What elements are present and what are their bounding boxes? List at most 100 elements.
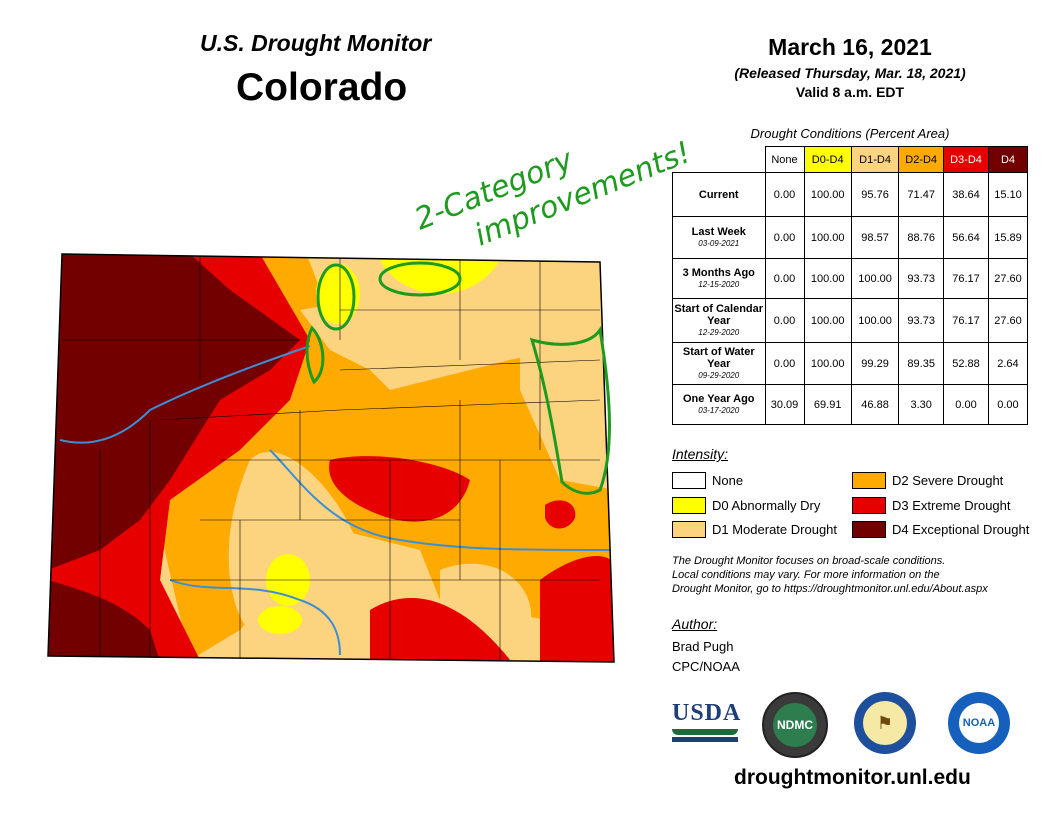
legend-item: D2 Severe Drought [852, 472, 1003, 489]
legend-label: D2 Severe Drought [892, 473, 1004, 488]
author-org: CPC/NOAA [672, 659, 740, 674]
table-row: Current 0.00 100.00 95.76 71.47 38.64 15.10 [672, 172, 1029, 217]
conditions-table: None D0-D4 D1-D4 D2-D4 D3-D4 D4 Current 0… [672, 146, 1029, 425]
author-name: Brad Pugh [672, 639, 734, 654]
row-label-text: Last Week [691, 225, 746, 238]
arkansas-river [269, 449, 611, 551]
col-d0-d4: D0-D4 [803, 146, 852, 173]
d3-south-patch [370, 598, 510, 660]
legend-swatch [852, 521, 886, 538]
table-cell: 30.09 [764, 384, 805, 425]
valid-time: Valid 8 a.m. EDT [795, 84, 905, 100]
table-cell: 89.35 [898, 342, 945, 385]
date-block: March 16, 2021 (Released Thursday, Mar. … [672, 34, 1028, 100]
table-cell: 2.64 [987, 342, 1029, 385]
d3-central-patch [329, 456, 470, 522]
author-block: Brad Pugh CPC/NOAA [672, 637, 740, 677]
table-cell: 100.00 [803, 342, 852, 385]
legend-label: D3 Extreme Drought [892, 498, 1011, 513]
row-label: Start of Calendar Year 12-29-2020 [672, 298, 766, 343]
map-date: March 16, 2021 [768, 34, 932, 60]
table-row: Start of Water Year 09-29-2020 0.00 100.00 9… [672, 342, 1029, 385]
table-cell: 76.17 [943, 258, 989, 299]
legend-item: D4 Exceptional Drought [852, 521, 1029, 538]
table-row: 3 Months Ago 12-15-2020 0.00 100.00 100.00 93… [672, 258, 1029, 299]
ndmc-logo: NDMC [762, 692, 828, 758]
table-cell: 56.64 [943, 216, 989, 259]
table-cell: 69.91 [803, 384, 852, 425]
monitor-title: U.S. Drought Monitor [200, 30, 432, 56]
d4-southwest-patch [48, 580, 160, 662]
table-cell: 0.00 [764, 172, 805, 217]
annotation-circle-northeast [378, 261, 462, 297]
table-cell: 100.00 [850, 298, 900, 343]
table-cell: 99.29 [850, 342, 900, 385]
table-cell: 93.73 [898, 298, 945, 343]
annotation-circle-north [316, 263, 356, 331]
table-cell: 100.00 [803, 298, 852, 343]
annotation-circle-east [529, 326, 611, 495]
info-note: The Drought Monitor focuses on broad-sca… [672, 554, 1042, 596]
row-label-text: One Year Ago [682, 392, 755, 405]
row-label: 3 Months Ago 12-15-2020 [672, 258, 766, 299]
legend-label: D0 Abnormally Dry [712, 498, 821, 513]
legend-label: D1 Moderate Drought [712, 522, 838, 537]
note-line-3: Drought Monitor, go to https://droughtmo… [672, 583, 988, 595]
legend-label: D4 Exceptional Drought [892, 522, 1030, 537]
table-cell: 100.00 [803, 172, 852, 217]
conditions-title: Drought Conditions (Percent Area) [750, 126, 950, 141]
table-cell: 0.00 [764, 298, 805, 343]
row-label-text: Current [698, 188, 739, 201]
d3-east-spot [545, 500, 576, 529]
table-cell: 46.88 [850, 384, 900, 425]
row-label-text: 3 Months Ago [682, 266, 755, 279]
col-d1-d4: D1-D4 [850, 146, 900, 173]
d0-northeast-patch [380, 260, 500, 294]
row-label-text: Start of Calendar Year [674, 302, 764, 327]
row-date: 12-15-2020 [698, 279, 740, 289]
legend-item: D1 Moderate Drought [672, 521, 837, 538]
table-row: Last Week 03-09-2021 0.00 100.00 98.57 88.76 5… [672, 216, 1029, 259]
table-row: One Year Ago 03-17-2020 30.09 69.91 46.88 3.3… [672, 384, 1029, 425]
row-date: 03-17-2020 [698, 405, 740, 415]
legend-title: Intensity: [672, 446, 729, 462]
d0-north-patch [316, 264, 360, 324]
table-cell: 15.89 [987, 216, 1029, 259]
table-header-row: None D0-D4 D1-D4 D2-D4 D3-D4 D4 [673, 146, 1029, 173]
d3-southeast-patch [540, 556, 614, 662]
state-border [47, 253, 615, 663]
row-date: 12-29-2020 [698, 327, 740, 337]
col-d4: D4 [987, 146, 1029, 173]
row-label: One Year Ago 03-17-2020 [672, 384, 766, 425]
release-date: (Released Thursday, Mar. 18, 2021) [734, 65, 966, 81]
table-cell: 95.76 [850, 172, 900, 217]
colorado-river [59, 345, 311, 444]
row-label-text: Start of Water Year [682, 345, 755, 370]
table-cell: 93.73 [898, 258, 945, 299]
commerce-seal-logo: ⚑ [854, 692, 916, 754]
table-cell: 38.64 [943, 172, 989, 217]
note-line-2: Local conditions may vary. For more info… [672, 569, 940, 581]
col-d2-d4: D2-D4 [898, 146, 945, 173]
row-date: 09-29-2020 [698, 370, 740, 380]
legend-swatch [852, 497, 886, 514]
legend-label: None [712, 473, 744, 488]
table-cell: 27.60 [987, 258, 1029, 299]
table-cell: 71.47 [898, 172, 945, 217]
table-cell: 0.00 [764, 258, 805, 299]
legend-item: D0 Abnormally Dry [672, 497, 820, 514]
table-cell: 0.00 [764, 342, 805, 385]
col-none: None [764, 146, 805, 173]
table-cell: 27.60 [987, 298, 1029, 343]
website-url: droughtmonitor.unl.edu [734, 766, 971, 789]
legend-swatch [672, 472, 706, 489]
row-label: Current [672, 172, 766, 217]
usda-logo: USDA [672, 700, 740, 748]
table-cell: 0.00 [987, 384, 1029, 425]
table-cell: 15.10 [987, 172, 1029, 217]
note-line-1: The Drought Monitor focuses on broad-sca… [672, 555, 946, 567]
col-d3-d4: D3-D4 [943, 146, 989, 173]
table-cell: 88.76 [898, 216, 945, 259]
annotation-layer: 2-Category improvements! [305, 135, 696, 495]
county-lines [62, 254, 601, 660]
